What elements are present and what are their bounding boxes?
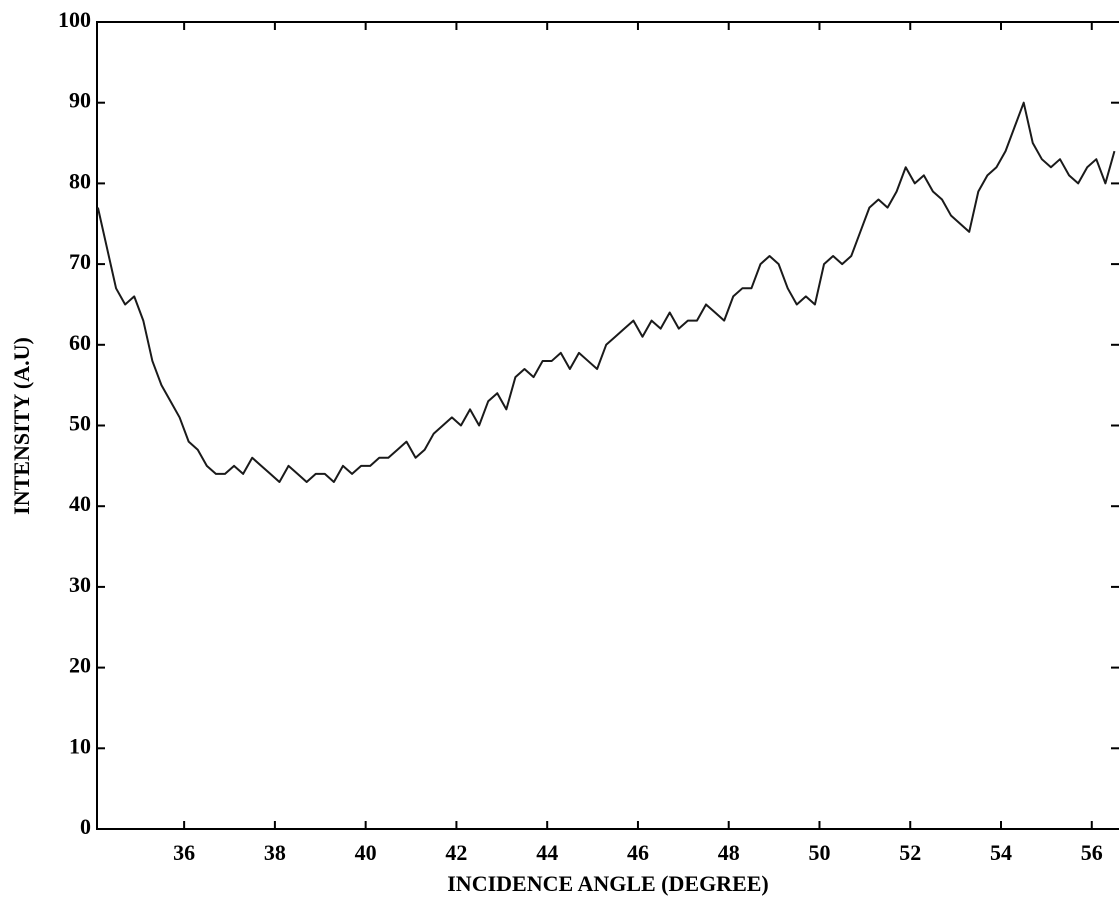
x-tick-label: 40 [355,840,377,865]
plot-frame [96,21,1119,830]
x-axis-label: INCIDENCE ANGLE (DEGREE) [447,871,769,896]
y-tick-label: 10 [69,733,91,758]
y-tick-label: 30 [69,572,91,597]
x-tick-label: 44 [536,840,558,865]
data-line [96,101,1116,483]
y-tick-label: 60 [69,330,91,355]
x-tick-label: 54 [990,840,1012,865]
y-tick-label: 0 [80,814,91,839]
y-tick-label: 20 [69,653,91,678]
x-tick-label: 52 [899,840,921,865]
y-tick-label: 50 [69,411,91,436]
x-tick-label: 46 [627,840,649,865]
y-tick-label: 80 [69,168,91,193]
x-tick-label: 38 [264,840,286,865]
y-tick-label: 100 [58,7,91,32]
y-tick-label: 40 [69,491,91,516]
x-tick-label: 36 [173,840,195,865]
x-tick-label: 42 [445,840,467,865]
x-tick-label: 48 [718,840,740,865]
y-axis-label: INTENSITY (A.U) [9,337,34,515]
x-tick-label: 56 [1081,840,1103,865]
x-tick-label: 50 [808,840,830,865]
y-tick-label: 90 [69,88,91,113]
y-tick-label: 70 [69,249,91,274]
